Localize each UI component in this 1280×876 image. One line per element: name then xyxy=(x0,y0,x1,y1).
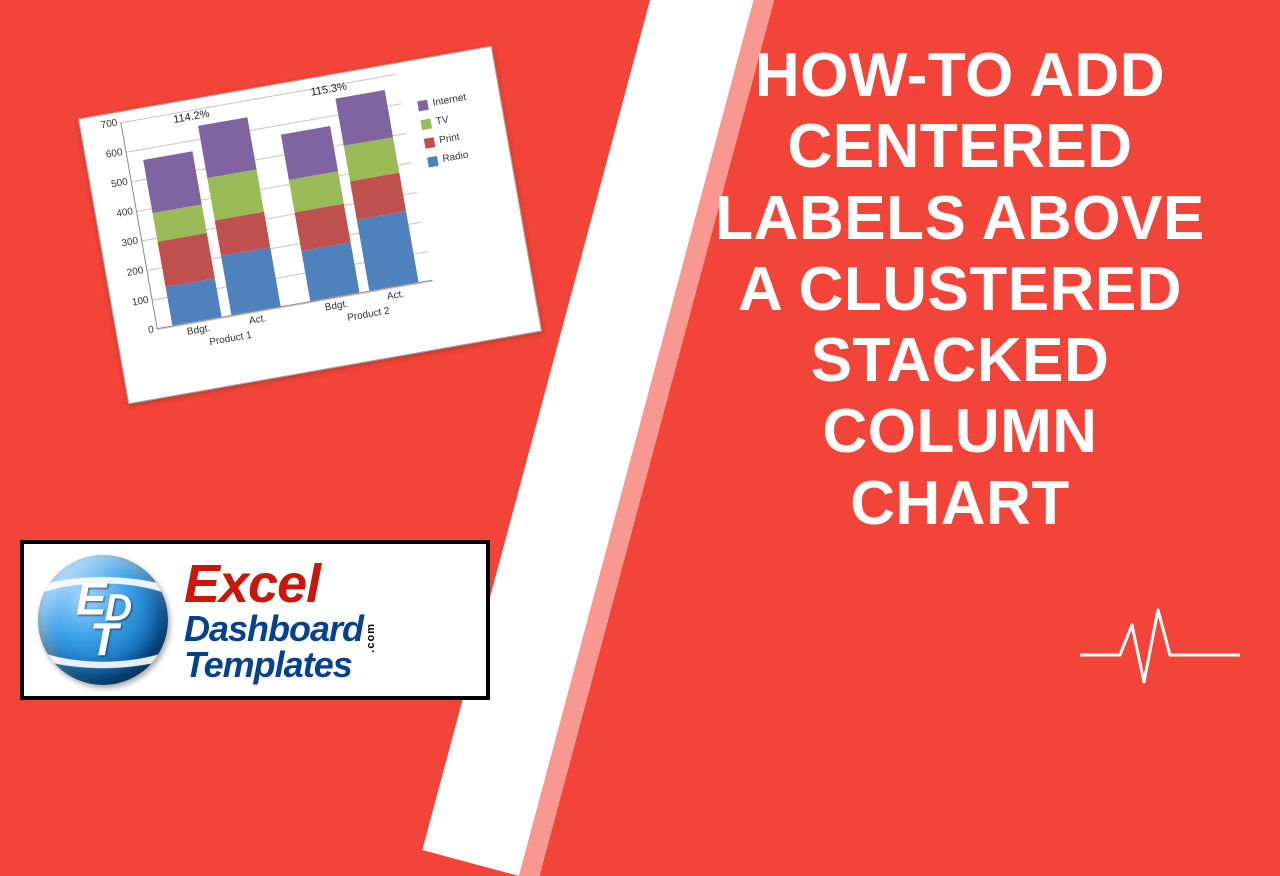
y-axis-tick: 500 xyxy=(101,177,129,192)
logo-monogram: EDT xyxy=(71,579,136,662)
brand-suffix: .com xyxy=(366,623,377,653)
centered-data-label: 115.3% xyxy=(310,81,348,99)
brand-line-1: Excel xyxy=(184,557,363,611)
centered-data-label: 114.2% xyxy=(172,108,210,126)
title-line: A CLUSTERED xyxy=(738,255,1182,324)
legend-item: Print xyxy=(424,126,495,149)
title-block: HOW-TO ADD CENTERED LABELS ABOVE A CLUST… xyxy=(680,40,1240,539)
y-axis-tick: 600 xyxy=(96,147,124,162)
legend-swatch xyxy=(424,137,436,149)
brand-line-3: Templates .com xyxy=(184,647,363,683)
bar-segment xyxy=(301,242,359,301)
legend-swatch xyxy=(427,155,439,167)
title-heading: HOW-TO ADD CENTERED LABELS ABOVE A CLUST… xyxy=(680,40,1240,539)
legend-item: TV xyxy=(420,107,491,130)
brand-wordmark: Excel Dashboard Templates .com xyxy=(184,557,363,683)
bar-segment xyxy=(221,247,281,315)
bar-segment xyxy=(335,90,393,146)
brand-line-2: Dashboard xyxy=(184,611,363,647)
title-line: CHART xyxy=(850,469,1069,538)
legend: Internet TV Print Radio xyxy=(417,88,499,175)
legend-swatch xyxy=(420,118,432,130)
title-line: STACKED xyxy=(811,326,1110,395)
logo-sphere-icon: EDT xyxy=(38,555,168,685)
y-axis-tick: 700 xyxy=(91,117,119,132)
y-axis-tick: 400 xyxy=(106,206,134,221)
legend-label: Radio xyxy=(442,150,470,165)
title-line: HOW-TO ADD xyxy=(755,41,1165,110)
y-axis-tick: 100 xyxy=(122,295,150,310)
legend-label: Internet xyxy=(432,92,467,109)
bar-segment xyxy=(143,151,202,213)
y-axis-tick: 300 xyxy=(112,236,140,251)
legend-item: Radio xyxy=(427,145,498,168)
legend-swatch xyxy=(417,99,429,111)
brand-logo-card: EDT Excel Dashboard Templates .com xyxy=(20,540,490,700)
legend-item: Internet xyxy=(417,88,488,111)
legend-label: TV xyxy=(435,114,449,127)
brand-line-3-text: Templates xyxy=(184,644,352,685)
y-axis-tick: 0 xyxy=(127,324,155,339)
plot-area: 0100200300400500600700Bdgt.Act.114.2%Pro… xyxy=(120,74,432,329)
y-axis-tick: 200 xyxy=(117,265,145,280)
bar-segment xyxy=(198,117,256,177)
heartbeat-icon xyxy=(1080,600,1240,690)
title-line: LABELS ABOVE xyxy=(715,184,1204,253)
title-line: COLUMN xyxy=(822,397,1097,466)
title-line: CENTERED xyxy=(787,112,1132,181)
legend-label: Print xyxy=(438,132,460,146)
